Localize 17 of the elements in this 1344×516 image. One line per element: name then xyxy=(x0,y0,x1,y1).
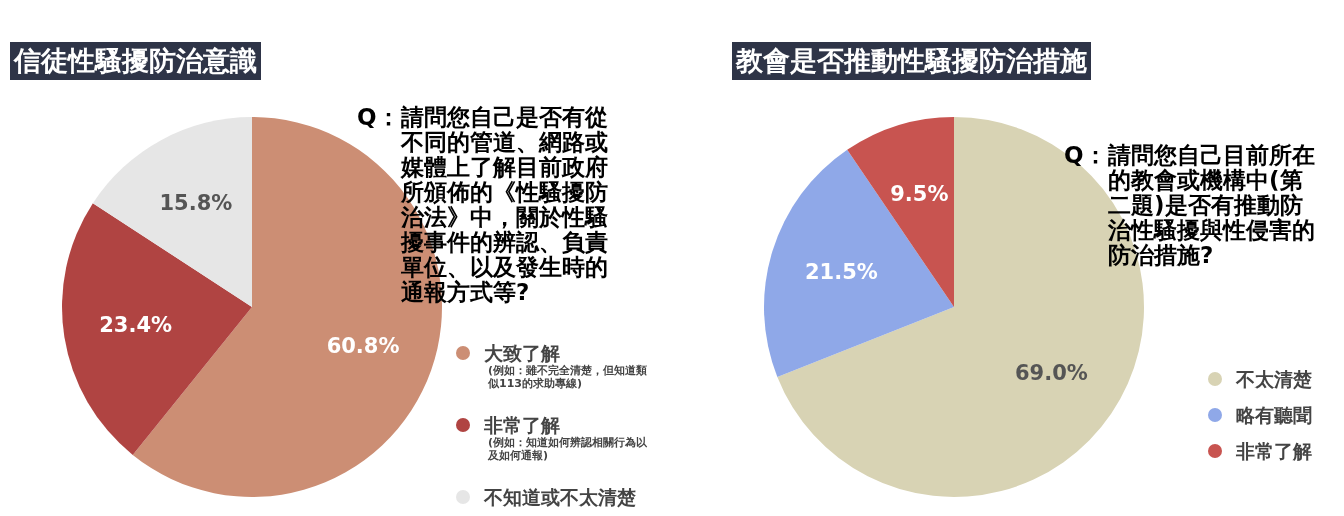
data-label: 60.8% xyxy=(326,334,400,359)
legend-label: 不知道或不太清楚 xyxy=(484,486,637,508)
legend-label: 大致了解 xyxy=(484,342,561,364)
chart-title: 信徒性騷擾防治意識 xyxy=(10,42,261,80)
legend-label: 非常了解 xyxy=(1236,440,1312,462)
text: (例如：雖不完全清楚，但知道類似113的求助專線) xyxy=(487,364,648,390)
text: Q：請問您自己目前所在的教會或機構中(第二題)是否有推動防治性騷擾與性侵害的防治措施? xyxy=(1064,142,1316,268)
data-label: 9.5% xyxy=(890,182,949,207)
text: (例如：知道如何辨認相關行為以及如何通報) xyxy=(487,436,648,462)
chart-title: 教會是否推動性騷擾防治措施 xyxy=(732,42,1091,80)
data-label: 21.5% xyxy=(804,260,878,285)
legend-label: 略有聽聞 xyxy=(1236,404,1312,426)
data-label: 23.4% xyxy=(99,313,173,338)
legend-label: 不太清楚 xyxy=(1236,368,1312,390)
data-label: 15.8% xyxy=(159,191,233,216)
legend-label: 非常了解 xyxy=(484,414,561,436)
data-label: 69.0% xyxy=(1015,361,1088,386)
